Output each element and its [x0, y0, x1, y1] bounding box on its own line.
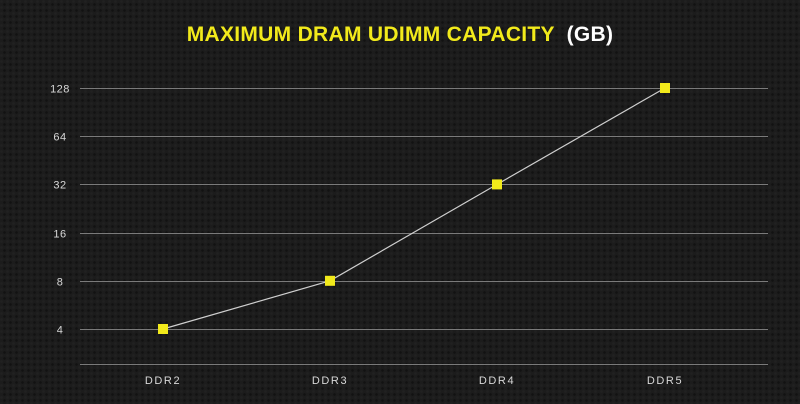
data-point-ddr3 — [325, 275, 335, 286]
y-tick-label-16: 16 — [53, 229, 66, 241]
data-point-ddr2 — [158, 324, 168, 334]
series-capacity — [158, 83, 670, 334]
y-tick-label-8: 8 — [57, 277, 64, 289]
x-axis-ticks: DDR2 DDR3 DDR4 DDR5 — [145, 375, 683, 387]
x-tick-label-ddr3: DDR3 — [312, 375, 348, 387]
chart-title-main: MAXIMUM DRAM UDIMM CAPACITY — [187, 23, 555, 46]
gridlines — [80, 88, 768, 365]
data-point-ddr5 — [660, 83, 670, 93]
y-axis-ticks: 4 8 16 32 64 128 — [50, 84, 70, 337]
chart-title-unit: (GB) — [567, 23, 614, 46]
data-point-ddr4 — [492, 179, 502, 190]
x-tick-label-ddr2: DDR2 — [145, 375, 181, 387]
y-tick-label-4: 4 — [57, 325, 64, 337]
chart-title: MAXIMUM DRAM UDIMM CAPACITY (GB) — [187, 23, 614, 46]
y-tick-label-64: 64 — [53, 132, 66, 144]
x-tick-label-ddr4: DDR4 — [479, 375, 515, 387]
x-tick-label-ddr5: DDR5 — [647, 375, 683, 387]
y-tick-label-128: 128 — [50, 84, 70, 96]
series-line — [162, 87, 666, 330]
y-tick-label-32: 32 — [53, 180, 66, 192]
